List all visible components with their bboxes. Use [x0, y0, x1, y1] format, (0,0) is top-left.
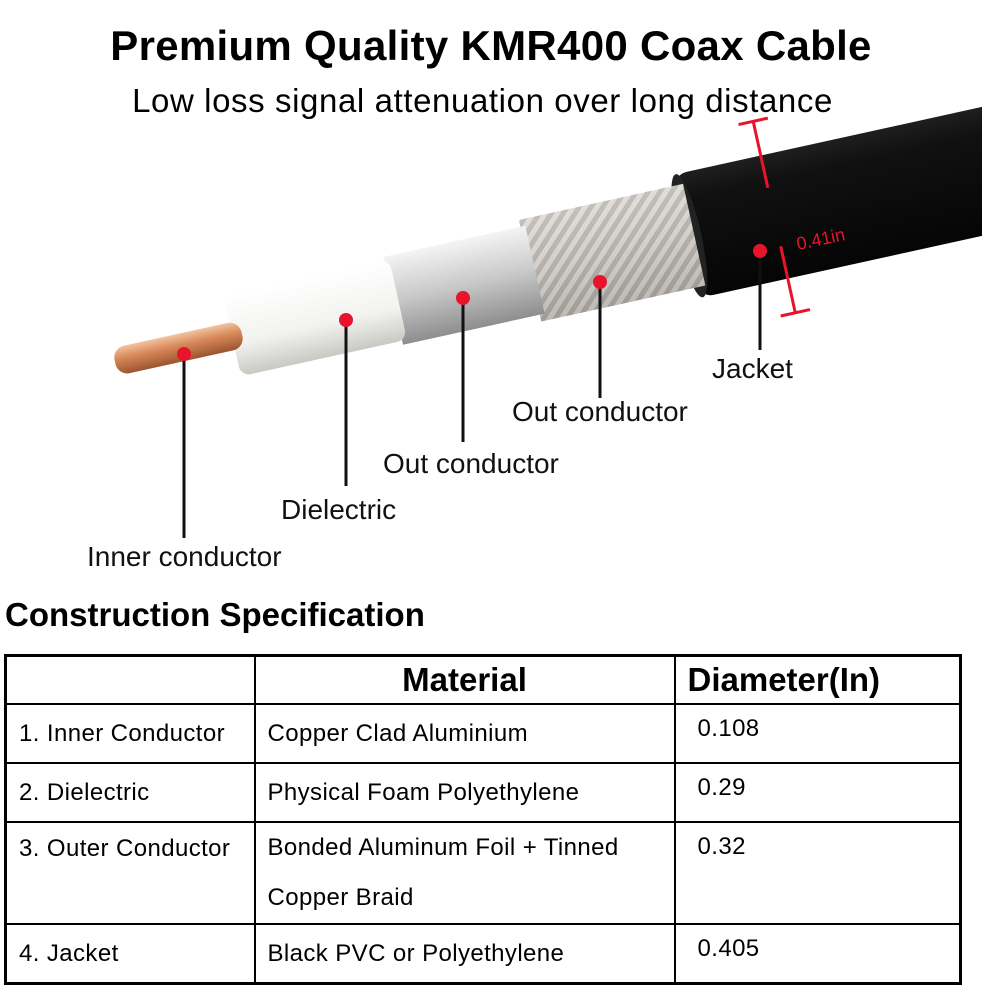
label-inner-conductor: Inner conductor — [87, 541, 282, 572]
column-header-diameter: Diameter(In) — [673, 654, 962, 705]
cell-material: Physical Foam Polyethylene — [253, 762, 676, 823]
cell-material: Copper Clad Aluminium — [253, 703, 676, 764]
cell-part: 3. Outer Conductor — [4, 821, 256, 925]
column-header-material: Material — [253, 654, 676, 705]
label-dielectric: Dielectric — [281, 494, 397, 525]
cell-part: 2. Dielectric — [4, 762, 256, 823]
cell-material: Bonded Aluminum Foil + Tinned Copper Bra… — [253, 821, 676, 925]
marker-jacket — [753, 244, 767, 258]
cable-cutaway-illustration: 0.41in — [114, 100, 982, 538]
table-header-row: Material Diameter(In) — [4, 654, 962, 705]
cell-part: 4. Jacket — [4, 923, 256, 985]
cell-diameter: 0.32 — [673, 821, 962, 925]
spec-table: Material Diameter(In) 1. Inner Conductor… — [4, 654, 962, 985]
label-out-conductor-braid: Out conductor — [512, 396, 688, 427]
dielectric-segment — [225, 261, 406, 375]
leader-lines — [182, 251, 762, 538]
marker-inner-conductor — [177, 347, 191, 361]
foil-segment — [383, 225, 545, 345]
jacket-segment — [675, 100, 982, 296]
cell-diameter: 0.29 — [673, 762, 962, 823]
page-subtitle: Low loss signal attenuation over long di… — [132, 82, 833, 119]
cell-material: Black PVC or Polyethylene — [253, 923, 676, 985]
label-jacket: Jacket — [712, 353, 793, 384]
cell-part: 1. Inner Conductor — [4, 703, 256, 764]
section-heading: Construction Specification — [5, 596, 425, 633]
table-row: 4. Jacket Black PVC or Polyethylene 0.40… — [4, 923, 962, 985]
page-title: Premium Quality KMR400 Coax Cable — [110, 22, 872, 69]
cell-diameter: 0.405 — [673, 923, 962, 985]
label-out-conductor-foil: Out conductor — [383, 448, 559, 479]
marker-dielectric — [339, 313, 353, 327]
table-row: 2. Dielectric Physical Foam Polyethylene… — [4, 762, 962, 823]
marker-braid — [593, 275, 607, 289]
table-row: 3. Outer Conductor Bonded Aluminum Foil … — [4, 821, 962, 925]
copper-conductor — [114, 322, 243, 374]
cell-diameter: 0.108 — [673, 703, 962, 764]
column-header-part — [4, 654, 256, 705]
marker-foil — [456, 291, 470, 305]
table-row: 1. Inner Conductor Copper Clad Aluminium… — [4, 703, 962, 764]
